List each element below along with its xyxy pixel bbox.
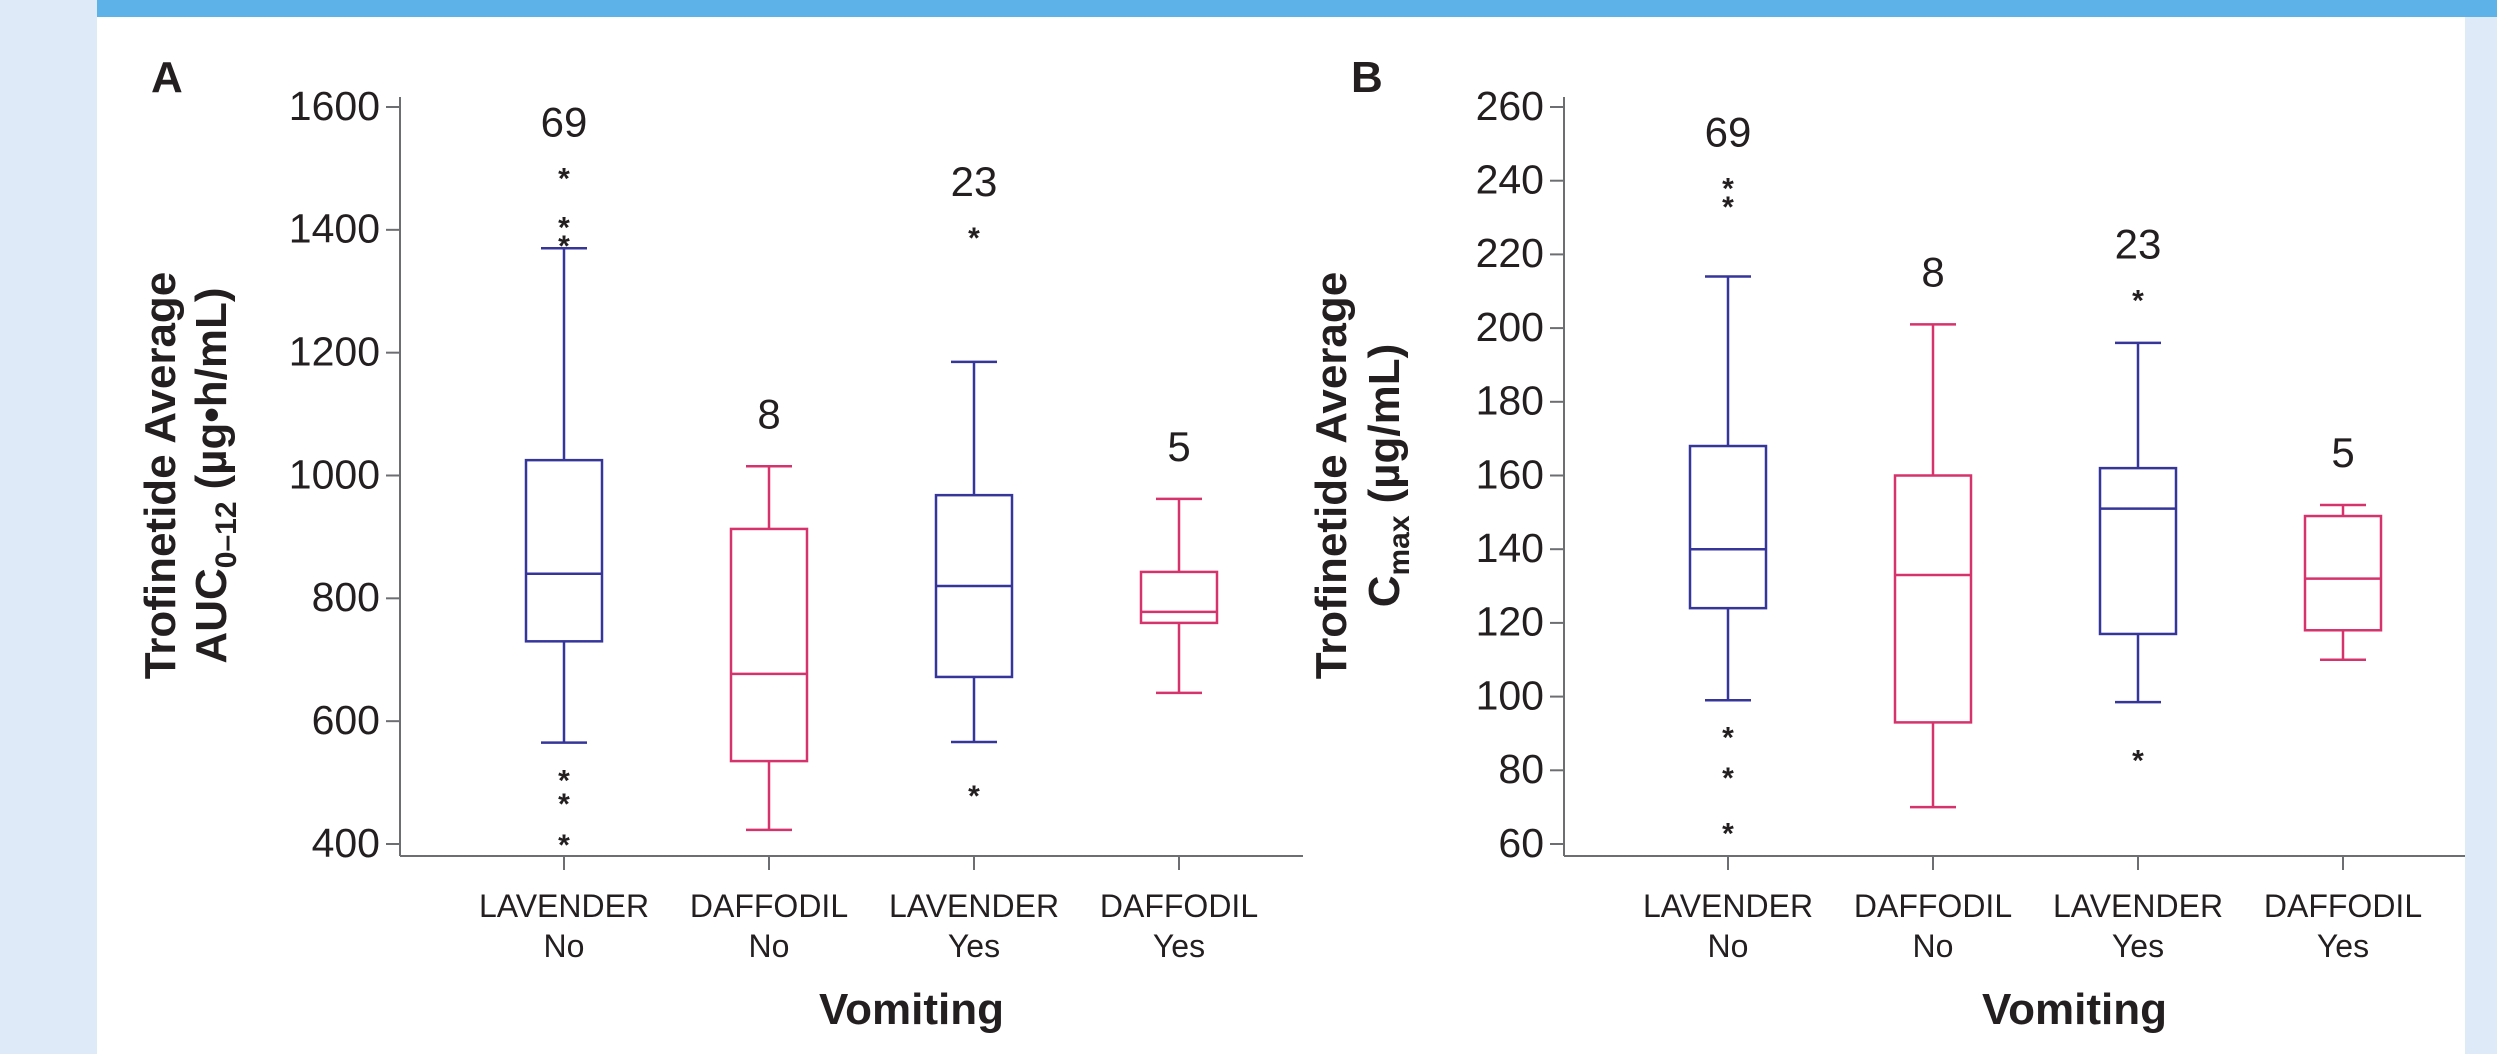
outlier: * [558, 230, 570, 263]
outlier: * [1722, 721, 1734, 754]
outlier: * [558, 788, 570, 821]
outlier: * [1722, 762, 1734, 795]
n-label: 23 [951, 158, 998, 205]
y-tick-label: 220 [1476, 230, 1544, 276]
x-axis-label: Vomiting [1982, 985, 2167, 1034]
y-tick-label: 1200 [289, 328, 380, 374]
x-tick-label: Yes [1153, 928, 1205, 964]
y-axis-label-unit: (µg/mL) [1360, 344, 1409, 504]
outlier: * [558, 764, 570, 797]
y-tick-label: 100 [1476, 672, 1544, 718]
y-tick-label: 200 [1476, 304, 1544, 350]
y-tick-label: 260 [1476, 83, 1544, 129]
n-label: 69 [1705, 108, 1752, 155]
y-axis-label: Trofinetide Average [136, 272, 185, 680]
x-tick-label: LAVENDER [1643, 888, 1813, 924]
y-tick-label: 140 [1476, 525, 1544, 571]
y-axis-label-sub: max [1383, 515, 1416, 575]
panel-background [97, 0, 2465, 1054]
x-tick-label: No [544, 928, 585, 964]
x-tick-label: DAFFODIL [690, 888, 848, 924]
x-tick-label: LAVENDER [2053, 888, 2223, 924]
y-tick-label: 160 [1476, 451, 1544, 497]
y-tick-label: 180 [1476, 378, 1544, 424]
x-tick-label: LAVENDER [889, 888, 1059, 924]
top-bar [97, 0, 2497, 17]
y-tick-label: 60 [1498, 820, 1544, 866]
y-axis-label-main: C [1360, 576, 1409, 608]
panel-label: A [151, 53, 183, 102]
x-tick-label: DAFFODIL [1854, 888, 2012, 924]
outlier: * [1722, 817, 1734, 850]
x-tick-label: Yes [948, 928, 1000, 964]
y-tick-label: 800 [312, 574, 380, 620]
x-tick-label: Yes [2112, 928, 2164, 964]
y-tick-label: 1400 [289, 206, 380, 252]
outlier: * [968, 222, 980, 255]
outlier: * [968, 780, 980, 813]
y-axis-label: Cmax (µg/mL) [1360, 344, 1416, 608]
n-label: 69 [541, 99, 588, 146]
n-label: 5 [2331, 429, 2354, 476]
x-tick-label: DAFFODIL [2264, 888, 2422, 924]
y-tick-label: 120 [1476, 599, 1544, 645]
x-tick-label: No [1708, 928, 1749, 964]
y-tick-label: 600 [312, 697, 380, 743]
y-axis-label: AUC0–12 (µg•h/mL) [187, 287, 243, 663]
n-label: 5 [1167, 423, 1190, 470]
outlier: * [2132, 284, 2144, 317]
y-tick-label: 1600 [289, 83, 380, 129]
box [2098, 466, 2178, 636]
outlier: * [2132, 744, 2144, 777]
y-tick-label: 240 [1476, 157, 1544, 203]
box [1893, 474, 1973, 724]
x-tick-label: No [1913, 928, 1954, 964]
panel-label: B [1351, 53, 1383, 102]
x-tick-label: DAFFODIL [1100, 888, 1258, 924]
y-axis-label-sub: 0–12 [210, 501, 243, 568]
n-label: 8 [757, 390, 780, 437]
x-axis-label: Vomiting [819, 985, 1004, 1034]
box [729, 527, 809, 763]
outlier: * [558, 163, 570, 196]
y-tick-label: 80 [1498, 746, 1544, 792]
outlier: * [558, 212, 570, 245]
outlier: * [558, 829, 570, 862]
outlier: * [1722, 172, 1734, 205]
y-axis-label: Trofinetide Average [1307, 272, 1356, 680]
box [2303, 514, 2383, 632]
box [1139, 570, 1219, 625]
y-tick-label: 1000 [289, 451, 380, 497]
x-tick-label: No [749, 928, 790, 964]
y-axis-label-unit: (µg•h/mL) [187, 287, 236, 489]
x-tick-label: LAVENDER [479, 888, 649, 924]
box [524, 458, 604, 643]
n-label: 23 [2115, 220, 2162, 267]
outlier: * [1722, 191, 1734, 224]
n-label: 8 [1921, 248, 1944, 295]
x-tick-label: Yes [2317, 928, 2369, 964]
y-axis-label-main: AUC [187, 568, 236, 663]
y-tick-label: 400 [312, 820, 380, 866]
box [1688, 444, 1768, 610]
